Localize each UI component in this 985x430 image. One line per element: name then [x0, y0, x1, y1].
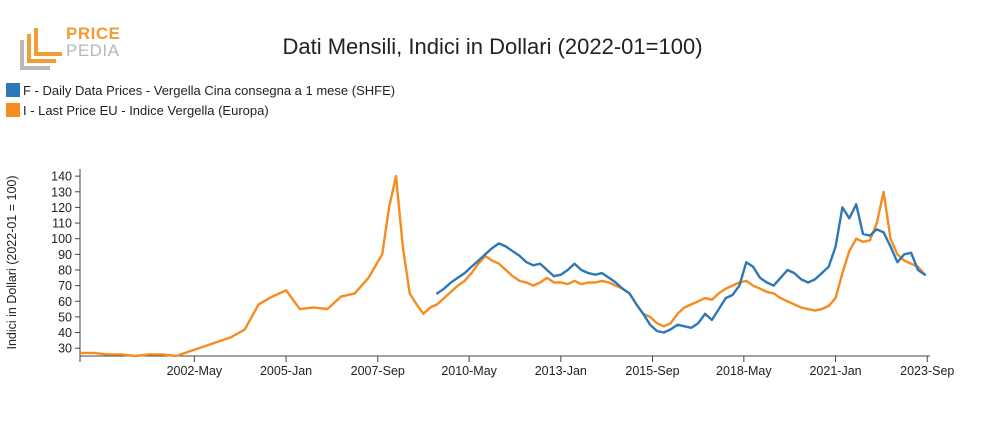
y-tick-label: 80: [58, 263, 72, 277]
x-tick-label: 2013-Jan: [535, 364, 587, 378]
y-tick-label: 40: [58, 326, 72, 340]
logo-word-pedia: PEDIA: [66, 41, 120, 60]
y-tick-label: 90: [58, 248, 72, 262]
legend-label-series-i: I - Last Price EU - Indice Vergella (Eur…: [23, 102, 269, 118]
y-axis-label: Indici in Dollari (2022-01 = 100): [5, 175, 19, 349]
legend-label-series-f: F - Daily Data Prices - Vergella Cina co…: [23, 82, 396, 98]
logo-word-price: PRICE: [66, 24, 121, 43]
y-tick-label: 110: [52, 217, 72, 231]
pricepedia-logo: PRICE PEDIA: [20, 24, 130, 70]
y-tick-label: 50: [58, 310, 72, 324]
legend-item-series-f[interactable]: F - Daily Data Prices - Vergella Cina co…: [6, 80, 395, 100]
x-axis: 2002-May 2005-Jan 2007-Sep 2010-May 2013-Jan…: [79, 355, 954, 378]
x-tick-label: 2015-Sep: [625, 364, 679, 378]
y-tick-label: 60: [58, 295, 72, 309]
x-tick-label: 2018-May: [716, 364, 772, 378]
y-tick-label: 120: [51, 201, 72, 215]
y-tick-label: 70: [58, 279, 72, 293]
x-tick-label: 2010-May: [441, 364, 497, 378]
series-line-f: [436, 203, 926, 334]
y-tick-label: 100: [51, 232, 72, 246]
x-tick-label: 2007-Sep: [351, 364, 405, 378]
legend-swatch-series-i: [6, 103, 20, 117]
y-tick-label: 130: [51, 185, 72, 199]
legend-item-series-i[interactable]: I - Last Price EU - Indice Vergella (Eur…: [6, 100, 395, 120]
x-tick-label: 2002-May: [167, 364, 223, 378]
y-tick-label: 140: [51, 170, 72, 184]
chart-title: Dati Mensili, Indici in Dollari (2022-01…: [282, 34, 703, 59]
x-tick-label: 2005-Jan: [260, 364, 312, 378]
x-tick-label: 2023-Sep: [900, 364, 954, 378]
series-layer: [78, 174, 926, 358]
x-tick-label: 2021-Jan: [809, 364, 861, 378]
legend-swatch-series-f: [6, 83, 20, 97]
y-tick-label: 30: [58, 342, 72, 356]
series-line-i: [78, 174, 926, 358]
chart-legend: F - Daily Data Prices - Vergella Cina co…: [6, 80, 395, 120]
logo-mark-icon: [20, 28, 62, 70]
